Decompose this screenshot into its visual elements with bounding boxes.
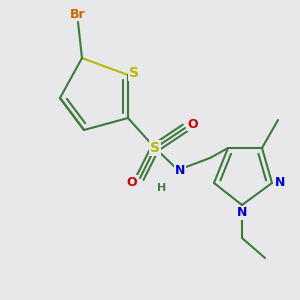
- Text: N: N: [175, 164, 185, 176]
- Text: O: O: [188, 118, 198, 130]
- Text: N: N: [237, 206, 247, 220]
- Text: Br: Br: [70, 8, 86, 20]
- Text: S: S: [129, 66, 139, 80]
- Text: O: O: [127, 176, 137, 188]
- Text: N: N: [275, 176, 285, 190]
- Text: S: S: [150, 141, 160, 155]
- Text: H: H: [158, 183, 166, 193]
